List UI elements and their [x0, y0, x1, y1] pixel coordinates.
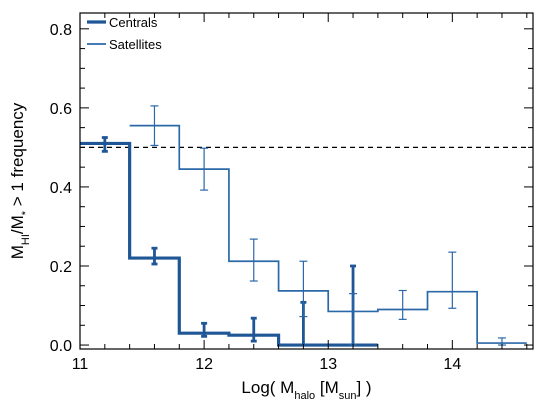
legend-label-centrals: Centrals [109, 15, 158, 30]
y-tick-label: 0.8 [50, 22, 72, 39]
error-bar-satellites [299, 260, 308, 318]
x-axis-title-sub: halo [294, 390, 315, 401]
x-tick-label: 11 [72, 356, 89, 373]
y-tick-label: 0.0 [50, 338, 72, 355]
error-bar-centrals [151, 246, 158, 266]
y-axis-title-post: > 1 frequency [8, 102, 27, 211]
y-tick-label: 0.4 [50, 180, 72, 197]
error-bar-centrals [201, 321, 208, 338]
y-axis-title-sub2: * [20, 210, 32, 215]
y-tick-label: 0.6 [50, 101, 72, 118]
x-tick-label: 13 [319, 356, 337, 373]
y-axis-title-pre: M [8, 245, 27, 259]
y-axis-title-mid: /M [8, 215, 27, 234]
error-bar-satellites [349, 293, 358, 346]
axes: 11 12 13 14 0.0 0.2 0.4 0.6 0.8 [50, 12, 534, 373]
x-axis-title-mid: [M [315, 378, 339, 397]
plot-area [80, 105, 533, 347]
y-axis-title-sub: HI [20, 234, 32, 245]
error-bar-satellites [398, 289, 407, 320]
axes-frame [79, 12, 534, 350]
y-axis-title: MHI/M* > 1 frequency [8, 102, 32, 259]
y-tick-label: 0.2 [50, 259, 72, 276]
legend: Centrals Satellites [87, 15, 162, 52]
x-axis-title: Log( Mhalo [Msun] ) [241, 378, 371, 401]
error-bar-satellites [448, 251, 457, 309]
x-axis-title-post: ] ) [356, 378, 371, 397]
error-bar-centrals [250, 316, 257, 343]
legend-label-satellites: Satellites [109, 37, 162, 52]
error-bar-satellites [150, 105, 159, 147]
step-line-centrals [80, 141, 378, 347]
error-bar-satellites [200, 147, 209, 191]
x-tick-label: 12 [195, 356, 213, 373]
x-axis-title-pre: Log( M [241, 378, 294, 397]
error-bar-centrals [101, 136, 108, 153]
x-tick-label: 14 [443, 356, 461, 373]
error-bar-satellites [497, 337, 506, 346]
x-axis-title-sub2: sun [339, 390, 357, 401]
error-bar-satellites [249, 238, 258, 282]
step-line-satellites [129, 124, 527, 344]
